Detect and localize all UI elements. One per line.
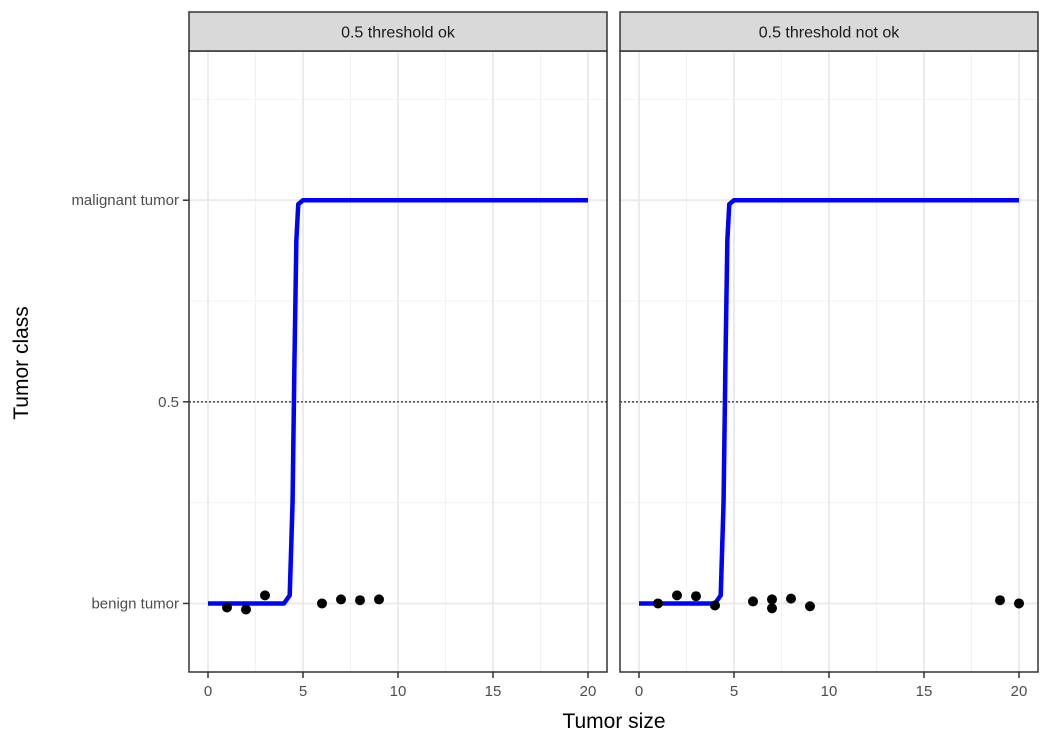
fitted-curve	[639, 197, 1019, 606]
y-tick-label: benign tumor	[91, 595, 179, 612]
data-point	[222, 602, 232, 613]
data-point	[767, 594, 777, 605]
x-tick-label: 15	[916, 683, 933, 700]
x-tick-label: 0	[635, 683, 643, 700]
x-tick-label: 20	[580, 683, 597, 700]
strip-title: 0.5 threshold not ok	[759, 25, 901, 42]
data-point	[355, 595, 365, 606]
x-tick-label: 20	[1011, 683, 1028, 700]
y-tick-label: 0.5	[158, 394, 179, 411]
x-tick-label: 0	[204, 683, 212, 700]
y-axis: benign tumor 0.5 malignant tumor	[71, 192, 189, 612]
x-axis: 0 5 10 15 20	[204, 672, 597, 700]
x-axis: 0 5 10 15 20	[635, 672, 1028, 700]
data-points	[653, 590, 1024, 614]
data-point	[336, 594, 346, 605]
data-point	[1014, 598, 1024, 609]
x-tick-label: 10	[821, 683, 838, 700]
x-tick-label: 10	[390, 683, 407, 700]
strip-background	[188, 11, 608, 52]
data-point	[748, 596, 758, 607]
data-point	[241, 604, 251, 615]
data-point	[691, 591, 701, 602]
strip-background	[619, 11, 1039, 52]
data-point	[653, 598, 663, 609]
data-point	[672, 590, 682, 601]
strip-title: 0.5 threshold ok	[341, 25, 456, 42]
x-axis-title: Tumor size	[562, 710, 665, 733]
data-point	[710, 600, 720, 611]
panels: 0.5 threshold ok0 5 10 15 200.5 threshold no…	[188, 11, 1039, 700]
x-tick-label: 5	[299, 683, 307, 700]
panel-1: 0.5 threshold ok 0 5 10 15 20	[188, 11, 608, 700]
data-point	[767, 603, 777, 614]
data-point	[805, 601, 815, 612]
data-point	[786, 593, 796, 604]
x-tick-label: 15	[485, 683, 502, 700]
y-axis-title: Tumor class	[10, 306, 33, 420]
data-point	[317, 598, 327, 609]
data-point	[995, 595, 1005, 606]
data-point	[260, 590, 270, 601]
panel-2: 0.5 threshold not ok 0 5 10 15 20	[619, 11, 1039, 700]
y-tick-label: malignant tumor	[71, 192, 179, 209]
fitted-curve	[208, 197, 588, 606]
data-points	[222, 590, 384, 615]
x-tick-label: 5	[730, 683, 738, 700]
data-point	[374, 594, 384, 605]
